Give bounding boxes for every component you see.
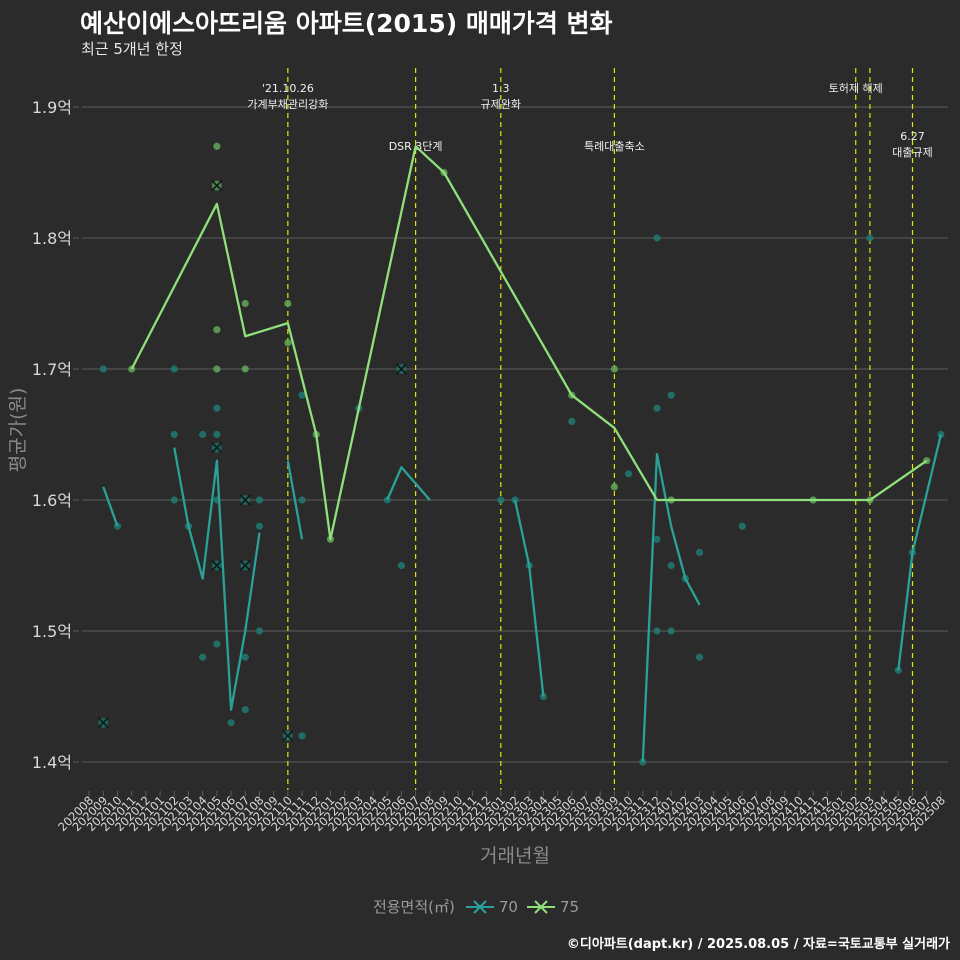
data-point-75 [610,365,618,373]
data-point-70 [213,430,221,439]
series-line-70 [286,460,304,540]
data-point-70 [653,404,661,412]
data-point-70 [298,496,306,504]
legend-key-75-icon [526,899,555,914]
data-point-70 [667,391,675,399]
data-point-70 [213,404,221,412]
data-point-70 [298,732,306,740]
series-line-70 [641,452,701,763]
data-point-75 [284,299,292,308]
cross-marker-70 [239,559,251,572]
data-point-70 [99,365,107,373]
data-point-70 [227,719,235,727]
data-point-70 [199,430,207,439]
y-tick-label: 1.7억 [32,360,72,379]
y-tick-label: 1.6억 [32,491,72,510]
data-point-70 [738,522,746,530]
cross-marker-70 [282,730,294,742]
data-point-70 [397,561,406,570]
data-point-70 [213,640,221,648]
cross-marker-70 [211,559,223,572]
data-point-70 [653,627,661,635]
data-point-75 [213,326,221,334]
legend-title: 전용면적(㎡) [372,898,455,916]
y-tick-label: 1.9억 [32,98,72,117]
event-label: 특례대출축소 [584,140,645,153]
data-point-70 [695,653,704,661]
x-axis-label: 거래년월 [480,845,550,867]
event-label: 토허제 해제 [829,81,883,95]
series-line-70 [173,447,261,711]
y-tick-label: 1.5억 [32,622,72,641]
series-line-75 [130,145,928,541]
event-label: 6.27 [900,130,925,143]
data-point-70 [894,666,902,674]
event-label: 1.3 [492,82,510,95]
data-point-70 [667,627,675,635]
data-point-70 [667,561,675,570]
data-point-70 [568,417,576,425]
event-label: 규제완화 [481,98,521,111]
series-line-70 [513,499,545,697]
data-point-75 [241,365,249,373]
event-label: 가계부채관리강화 [247,98,328,111]
data-point-75 [241,299,249,308]
legend-label-70: 70 [498,897,518,916]
data-point-70 [298,391,306,399]
data-point-70 [255,496,264,504]
cross-marker-70 [239,494,251,506]
cross-marker-75 [211,180,223,192]
cross-marker-70 [395,363,407,375]
data-point-70 [255,627,264,635]
data-point-70 [199,653,207,661]
legend-label-75: 75 [559,897,580,916]
cross-marker-70 [211,442,223,454]
data-point-70 [653,535,661,543]
data-point-70 [255,522,264,530]
data-point-70 [170,365,178,373]
legend: 전용면적(㎡) 70 75 [0,896,960,917]
series-line-70 [897,434,943,671]
series-line-70 [386,466,431,501]
series-line-70 [102,486,119,527]
data-point-70 [653,234,661,242]
y-tick-label: 1.8억 [32,229,72,248]
data-point-75 [213,142,221,150]
data-point-70 [695,548,704,557]
legend-key-70-icon [465,899,494,914]
data-point-75 [284,339,292,347]
data-point-70 [624,470,633,478]
event-label: '21.10.26 [262,82,314,95]
data-point-70 [866,234,874,242]
data-point-70 [170,496,178,504]
data-point-75 [213,365,221,373]
y-axis-label: 평균가(원) [7,388,29,473]
y-tick-label: 1.4억 [32,753,72,772]
data-point-75 [610,483,618,491]
chart-title: 예산이에스아뜨리움 아파트(2015) 매매가격 변화 [80,9,613,38]
chart-subtitle: 최근 5개년 한정 [81,40,183,58]
credit-line: ©디아파트(dapt.kr) / 2025.08.05 / 자료=국토교통부 실… [566,937,950,952]
event-label: 대출규제 [892,146,932,159]
data-point-70 [497,496,505,504]
legend-item-70[interactable]: 70 [465,897,518,917]
legend-item-75[interactable]: 75 [526,897,579,917]
data-point-70 [241,706,249,714]
data-point-70 [170,430,178,439]
data-point-70 [241,653,249,661]
cross-marker-70 [97,717,109,729]
